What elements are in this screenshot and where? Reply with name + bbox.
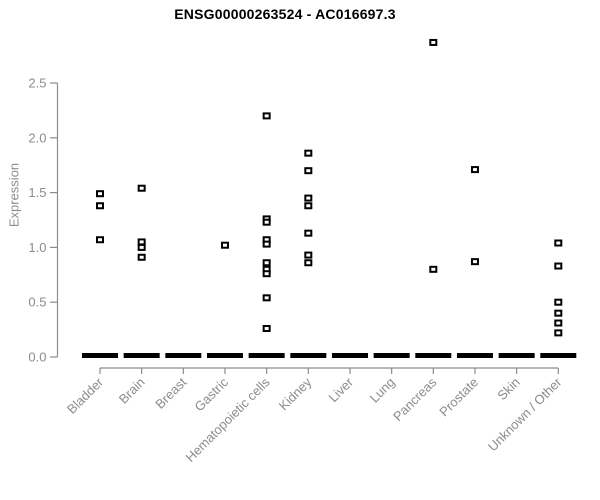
data-point: [304, 167, 313, 175]
data-point: [554, 329, 563, 337]
x-category-label: Breast: [152, 374, 189, 411]
data-point: [470, 166, 479, 174]
zero-cluster-dash: [331, 353, 368, 358]
zero-cluster-dash: [373, 353, 410, 358]
data-point: [554, 298, 563, 306]
y-tick-label: 1.0: [28, 240, 46, 255]
zero-cluster-dash: [456, 353, 493, 358]
data-point: [304, 251, 313, 259]
zero-cluster-dash: [498, 353, 535, 358]
data-point: [304, 194, 313, 202]
data-point: [304, 202, 313, 210]
zero-cluster-dash: [248, 353, 285, 358]
x-category-label: Pancreas: [390, 374, 440, 424]
data-point: [262, 294, 271, 302]
data-point: [470, 258, 479, 266]
data-point: [554, 309, 563, 317]
x-category-label: Unknown / Other: [485, 374, 565, 454]
data-point: [304, 149, 313, 157]
data-point: [137, 253, 146, 261]
data-point: [554, 262, 563, 270]
data-point: [554, 319, 563, 327]
data-point: [137, 238, 146, 246]
y-tick-label: 1.5: [28, 185, 46, 200]
x-category-label: Prostate: [436, 375, 481, 420]
chart-title: ENSG00000263524 - AC016697.3: [174, 6, 396, 22]
y-tick-label: 2.5: [28, 76, 46, 91]
zero-cluster-dash: [206, 353, 243, 358]
x-category-label: Skin: [494, 375, 522, 403]
zero-cluster-dash: [415, 353, 452, 358]
x-category-label: Liver: [326, 374, 357, 405]
y-tick-label: 2.0: [28, 130, 46, 145]
zero-cluster-dash: [82, 353, 118, 358]
data-point: [262, 218, 271, 226]
data-point: [96, 190, 104, 198]
x-category-label: Brain: [116, 375, 148, 407]
data-point: [137, 184, 146, 192]
x-category-label: Kidney: [276, 374, 315, 413]
x-category-label: Gastric: [191, 374, 231, 414]
data-point: [262, 325, 271, 333]
zero-cluster-dash: [123, 353, 160, 358]
data-point: [304, 259, 313, 267]
data-point: [220, 241, 229, 249]
zero-cluster-dash: [290, 353, 327, 358]
y-tick-label: 0.5: [28, 295, 46, 310]
data-point: [304, 229, 313, 237]
zero-cluster-dash: [540, 353, 577, 358]
data-point: [96, 236, 104, 244]
data-point: [96, 202, 104, 210]
data-point: [137, 243, 146, 251]
x-category-label: Lung: [367, 375, 398, 406]
data-point: [554, 239, 563, 247]
data-point: [429, 38, 438, 46]
data-point: [262, 112, 271, 120]
y-tick-label: 0.0: [28, 350, 46, 365]
data-point: [262, 270, 271, 278]
data-point: [262, 240, 271, 248]
x-category-label: Bladder: [64, 374, 107, 417]
data-point: [429, 265, 438, 273]
data-point: [262, 259, 271, 267]
zero-cluster-dash: [165, 353, 202, 358]
